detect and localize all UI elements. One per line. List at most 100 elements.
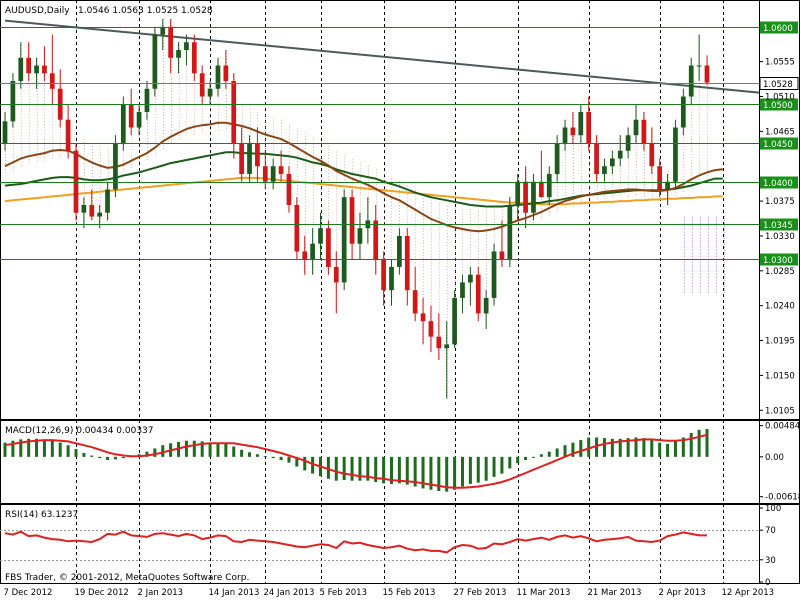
bear-candle [255,142,260,167]
rsi-line [4,530,707,554]
macd-histogram-bar [531,456,535,458]
macd-histogram-bar [453,456,457,490]
bear-candle [649,142,655,167]
bear-candle [499,251,505,260]
macd-histogram-bar [476,456,480,483]
rsi-y-tick-label: 100 [765,504,781,514]
bull-candle [546,173,552,198]
macd-histogram-bar [240,449,244,457]
level-label: 1.0600 [763,24,793,34]
symbol-label: AUDUSD,Daily [5,6,70,16]
bear-candle [262,166,268,182]
macd-title: MACD(12,26,9) 0.00434 0.00337 [5,426,154,436]
macd-histogram-bar [311,456,315,474]
bull-candle [680,96,686,128]
bull-candle [609,158,615,167]
bear-candle [326,228,331,267]
x-axis-tick-label: 15 Feb 2013 [383,588,436,598]
level-label: 1.0500 [763,101,793,111]
macd-histogram-bar [602,438,606,457]
rsi-title: RSI(14) 63.1237 [5,510,78,520]
bear-candle [223,65,229,82]
bull-candle [310,243,315,260]
bear-candle [65,119,71,151]
bull-candle [160,26,166,35]
bear-candle [538,181,544,198]
bear-candle [191,42,197,74]
bear-candle [657,166,663,190]
macd-histogram-bar [666,443,670,457]
bear-candle [73,150,79,213]
bear-candle [333,266,339,283]
macd-histogram-bar [658,442,662,457]
macd-histogram-bar [90,455,94,457]
bull-candle [215,65,221,89]
x-axis-tick-label: 12 Apr 2013 [722,588,775,598]
level-label-box [760,98,798,111]
bear-candle [42,65,47,74]
macd-signal-line [4,433,708,489]
macd-histogram-bar [626,438,630,457]
macd-histogram-bar [397,456,401,484]
macd-histogram-bar [232,446,236,457]
macd-histogram-bar [184,440,188,457]
macd-histogram-bar [460,456,464,487]
bull-candle [554,142,560,174]
x-axis-tick-label: 5 Feb 2013 [320,588,368,598]
price-y-tick-label: 1.0195 [765,337,795,347]
x-axis-tick-label: 21 Mar 2013 [588,588,642,598]
bull-candle [120,104,126,143]
macd-histogram-bar [547,451,551,457]
bull-candle [625,135,631,151]
macd-histogram-bar [689,432,693,457]
macd-histogram-bar [484,456,488,481]
bull-candle [113,142,118,190]
macd-histogram-bar [263,456,267,458]
bull-candle [81,204,87,213]
ohlc-readout: 1.0546 1.0563 1.0525 1.0528 [78,6,213,16]
bear-candle [278,166,284,174]
x-axis-tick-label: 2 Jan 2013 [138,588,184,598]
macd-histogram-bar [106,456,110,461]
price-y-tick-label: 1.0240 [765,302,795,312]
macd-histogram-bar [208,442,212,457]
x-axis-tick-label: 27 Feb 2013 [454,588,507,598]
candles-layer [2,19,710,399]
level-label: 1.0300 [763,256,793,266]
level-label-box [760,253,798,266]
bull-candle [270,166,276,182]
macd-histogram-bar [334,456,338,481]
bear-candle [168,26,174,58]
bull-candle [176,50,181,58]
macd-histogram-bar [413,456,417,487]
macd-y-tick-label: 0.00484 [765,422,800,432]
macd-histogram-bar [98,456,102,459]
bull-candle [483,297,489,314]
macd-histogram-bar [500,456,504,474]
macd-histogram-bar [437,456,441,492]
moving-average-ma_mid [4,151,723,208]
bull-candle [633,119,639,136]
bull-candle [444,344,450,349]
macd-histogram-bar [587,437,591,457]
macd-histogram-bar [516,456,520,464]
bull-candle [207,88,213,97]
bear-candle [286,173,292,205]
bull-candle [341,197,347,283]
macd-histogram-bar [634,437,638,457]
bull-candle [452,297,457,345]
macd-histogram-bar [27,438,31,457]
macd-histogram-bar [563,445,567,457]
macd-histogram-bar [192,440,196,457]
macd-histogram-bar [429,456,433,490]
macd-histogram-bar [524,456,528,461]
bear-candle [381,259,386,291]
macd-histogram-bar [492,456,496,477]
bear-candle [704,65,710,83]
macd-histogram-bar [405,456,409,485]
x-axis-tick-label: 2 Apr 2013 [659,588,706,598]
macd-histogram-bar [445,456,449,492]
trendline [4,19,760,94]
macd-histogram-bar [539,454,543,457]
